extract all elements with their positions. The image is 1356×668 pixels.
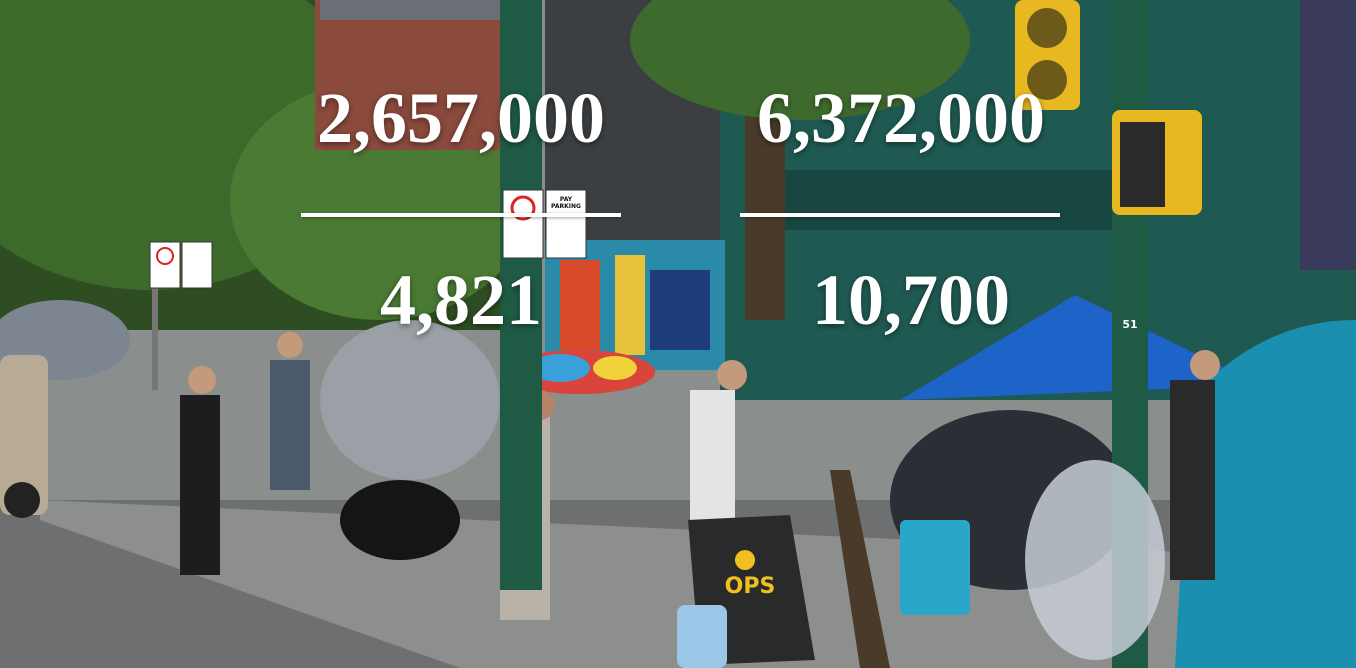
fraction-2-denominator: 10,700	[812, 260, 1010, 340]
fraction-1-divider	[301, 213, 621, 217]
fraction-2-numerator: 6,372,000	[757, 78, 1045, 158]
fraction-1-denominator: 4,821	[380, 260, 542, 340]
pay-parking-sign: PAY PARKING	[551, 196, 581, 210]
pole-number: 51	[1122, 318, 1138, 331]
ops-sign-text: OPS	[724, 574, 776, 599]
fraction-2-divider	[740, 213, 1060, 217]
fraction-1-numerator: 2,657,000	[317, 78, 605, 158]
